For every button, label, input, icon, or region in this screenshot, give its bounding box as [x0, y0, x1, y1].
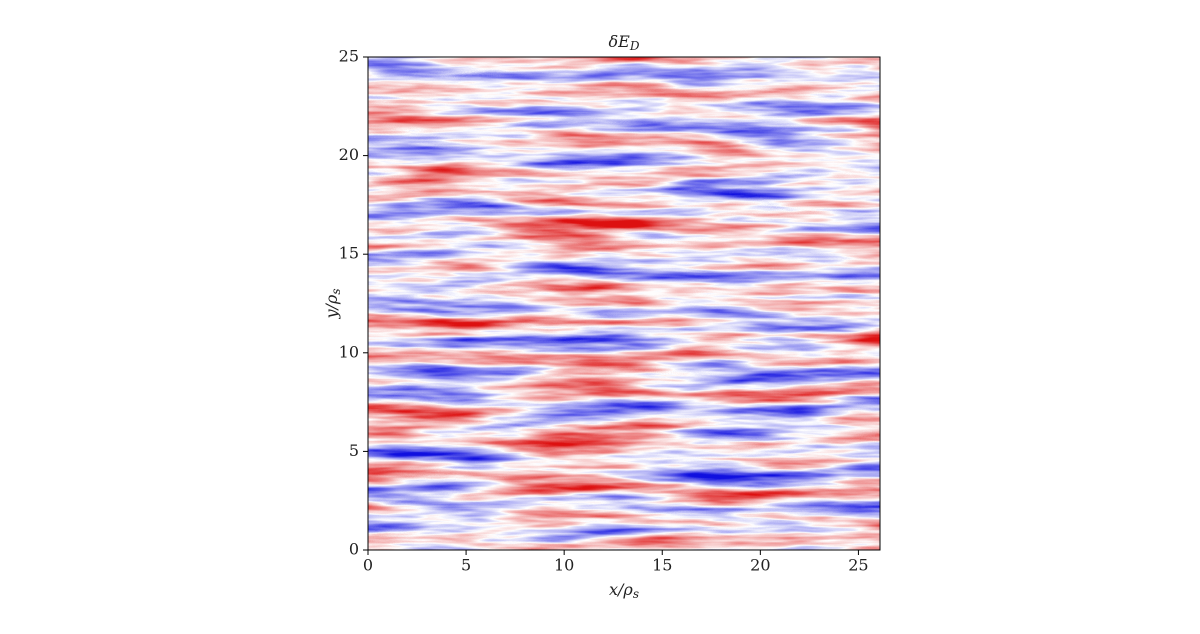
x-tick-label: 15 — [652, 556, 672, 575]
chart-title-main: δE — [609, 32, 631, 51]
x-axis-label-main: x/ρ — [609, 580, 633, 599]
x-tick-label: 0 — [363, 556, 373, 575]
x-tick-label: 20 — [750, 556, 770, 575]
y-tick-label: 15 — [339, 244, 359, 263]
x-axis-label: x/ρs — [609, 580, 639, 601]
x-axis-label-sub: s — [633, 587, 639, 601]
x-tick-label: 25 — [848, 556, 868, 575]
y-tick-label: 10 — [339, 342, 359, 361]
chart-title: δED — [609, 32, 640, 53]
y-tick-label: 0 — [349, 540, 359, 559]
x-tick-label: 5 — [461, 556, 471, 575]
axes-frame — [367, 56, 881, 551]
y-tick-label: 5 — [349, 441, 359, 460]
x-tick-label: 10 — [554, 556, 574, 575]
chart-title-sub: D — [629, 39, 640, 53]
heatmap-field — [368, 57, 880, 550]
y-axis-label-main: y/ρ — [322, 294, 341, 319]
y-axis-label: y/ρs — [322, 288, 343, 319]
y-axis-label-sub: s — [329, 288, 343, 294]
y-tick-label: 25 — [339, 47, 359, 66]
y-tick-label: 20 — [339, 145, 359, 164]
